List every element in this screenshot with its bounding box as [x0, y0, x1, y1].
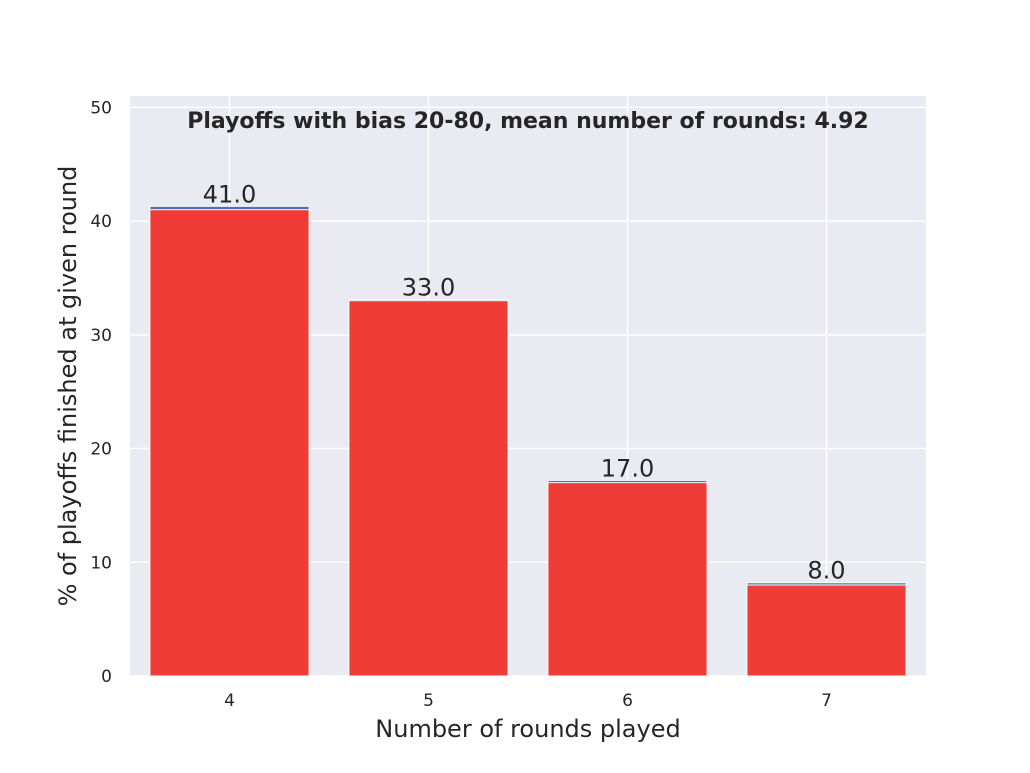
x-tick-label: 5	[423, 691, 434, 711]
y-tick-label: 0	[101, 667, 112, 687]
bar-series-2-7	[746, 584, 907, 677]
x-axis-label: Number of rounds played	[375, 715, 680, 743]
y-tick-label: 40	[90, 212, 112, 232]
data-labels: 41.0 33.0 17.0 8.0	[203, 180, 846, 584]
x-axis-ticks: 4 5 6 7	[224, 691, 832, 711]
bar-series-2-4	[149, 209, 310, 677]
bar-series-2-6	[547, 482, 708, 677]
y-tick-label: 50	[90, 98, 112, 118]
chart-title: Playoffs with bias 20-80, mean number of…	[187, 109, 868, 134]
data-label: 17.0	[601, 454, 654, 482]
x-tick-label: 6	[622, 691, 633, 711]
y-tick-label: 30	[90, 326, 112, 346]
data-label: 33.0	[402, 274, 455, 302]
y-axis-ticks: 0 10 20 30 40 50	[90, 98, 112, 687]
x-tick-label: 4	[224, 691, 235, 711]
y-axis-label: % of playoffs finished at given round	[54, 166, 82, 607]
bar-series-2-5	[348, 300, 509, 677]
x-tick-label: 7	[821, 691, 832, 711]
y-tick-label: 10	[90, 553, 112, 573]
bars	[149, 205, 907, 677]
y-tick-label: 20	[90, 440, 112, 460]
data-label: 41.0	[203, 180, 256, 208]
data-label: 8.0	[807, 557, 845, 585]
